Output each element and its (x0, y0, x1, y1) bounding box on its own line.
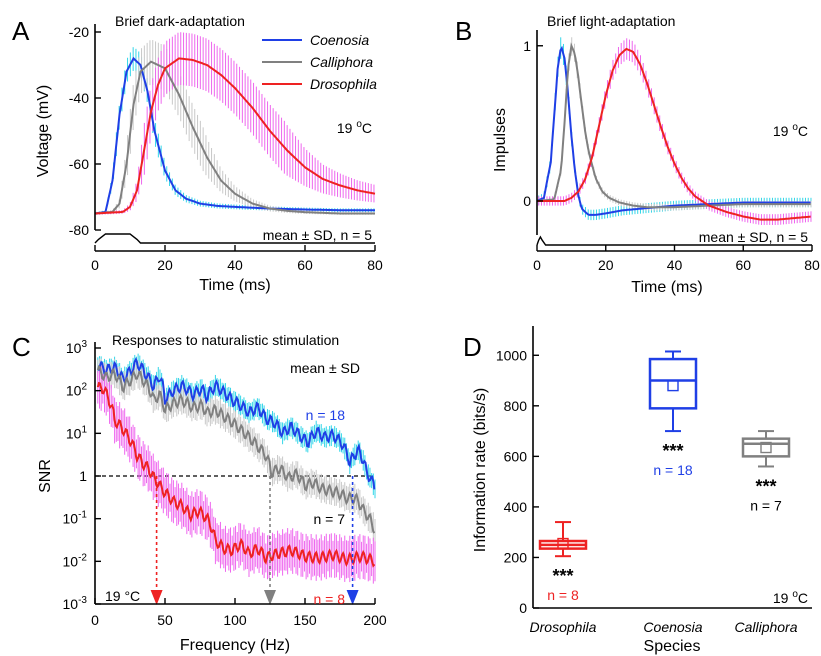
x-tick-label: 0 (91, 612, 99, 628)
x-tick-label: 50 (157, 612, 173, 628)
series-line-drosophila (537, 47, 811, 221)
y-tick-label: 1000 (496, 347, 527, 363)
stimulus-trace (94, 233, 375, 244)
y-tick-label: 102 (66, 382, 88, 399)
mean-marker (557, 537, 569, 550)
box-drosophila (538, 521, 588, 558)
x-axis-label: Frequency (Hz) (180, 637, 290, 654)
temperature-label: 19 oC (773, 589, 808, 606)
stats-note: mean ± SD, n = 5 (263, 227, 372, 243)
significance-stars: *** (755, 476, 776, 496)
y-tick-label: 1 (523, 38, 531, 54)
y-tick-label: 10-2 (63, 552, 88, 569)
sd-band-drosophila (97, 365, 376, 584)
box-body (648, 357, 698, 410)
y-tick-label: 200 (504, 549, 528, 565)
x-tick-label: 60 (735, 257, 751, 273)
panel-letter: B (455, 16, 472, 46)
x-tick-label: 0 (533, 257, 541, 273)
y-tick-label: 103 (66, 339, 88, 356)
x-axis-label: Time (ms) (199, 277, 270, 294)
y-tick-label: -60 (69, 156, 89, 172)
x-tick-label: 60 (297, 257, 313, 273)
x-axis-label: Species (644, 638, 701, 655)
y-tick-label: 600 (504, 448, 528, 464)
box-body (741, 437, 791, 458)
panel-c: C Responses to naturalistic stimulation10… (12, 332, 387, 654)
y-tick-label: -40 (69, 90, 89, 106)
series-line-drosophila (96, 381, 376, 568)
y-axis-label: Impulses (492, 108, 509, 172)
stimulus-trace (536, 235, 812, 246)
y-axis-label: Voltage (mV) (35, 85, 52, 177)
y-tick-label: -20 (69, 24, 89, 40)
stats-note: mean ± SD (290, 360, 360, 376)
category-label-calliphora: Calliphora (734, 619, 797, 635)
x-axis-label: Time (ms) (631, 279, 702, 296)
x-tick-label: 150 (293, 612, 317, 628)
x-tick-label: 80 (367, 257, 383, 273)
series-line-coenosia (97, 357, 376, 490)
x-tick-label: 20 (157, 257, 173, 273)
legend-label-drosophila: Drosophila (310, 76, 377, 92)
stats-note: mean ± SD, n = 5 (699, 229, 808, 245)
y-tick-label: 10-3 (63, 595, 88, 612)
x-tick-label: 100 (223, 612, 247, 628)
panel-letter: A (12, 16, 30, 46)
significance-stars: *** (662, 441, 683, 461)
y-axis-label: Information rate (bits/s) (472, 388, 489, 553)
temperature-label: 19 oC (337, 119, 372, 136)
n-label-calliphora: n = 7 (313, 511, 345, 527)
category-label-coenosia: Coenosia (643, 619, 702, 635)
series-line-coenosia (536, 45, 811, 216)
panel-letter: D (463, 332, 482, 362)
series-line-drosophila (94, 57, 376, 215)
series-line-calliphora (94, 60, 375, 215)
panel-letter: C (12, 332, 31, 362)
box-coenosia (648, 350, 698, 433)
series-line-calliphora (536, 42, 811, 209)
crossing-arrow-coenosia (346, 590, 359, 605)
y-tick-label: 400 (504, 499, 528, 515)
temperature-label: 19 oC (773, 122, 808, 139)
y-tick-label: 1 (79, 468, 87, 484)
x-tick-label: 40 (667, 257, 683, 273)
n-label-coenosia: n = 18 (653, 462, 693, 478)
legend-label-coenosia: Coenosia (310, 32, 369, 48)
box-calliphora (741, 430, 791, 468)
y-tick-label: 101 (66, 424, 88, 441)
significance-stars: *** (552, 566, 573, 586)
legend-label-calliphora: Calliphora (310, 54, 373, 70)
y-tick-label: 10-1 (63, 510, 88, 527)
series-line-calliphora (96, 364, 376, 534)
y-tick-label: 0 (523, 193, 531, 209)
panel-title: Brief dark-adaptation (115, 13, 245, 29)
n-label-drosophila: n = 8 (313, 591, 345, 607)
x-tick-label: 80 (804, 257, 820, 273)
crossing-arrow-calliphora (264, 590, 276, 605)
y-tick-label: 0 (519, 600, 527, 616)
x-tick-label: 40 (227, 257, 243, 273)
x-tick-label: 200 (363, 612, 387, 628)
y-tick-label: 800 (504, 398, 528, 414)
legend: Coenosia Calliphora Drosophila (262, 32, 377, 92)
mean-marker (760, 441, 772, 454)
n-label-drosophila: n = 8 (547, 587, 579, 603)
temperature-label: 19 °C (105, 588, 140, 604)
mean-marker (667, 379, 679, 392)
n-label-calliphora: n = 7 (750, 497, 782, 513)
panel-title: Brief light-adaptation (547, 13, 675, 29)
y-axis-label: SNR (37, 459, 54, 493)
crossing-arrow-drosophila (150, 590, 163, 605)
panel-a: A Brief dark-adaptation -80 -60 -40 -20 0 20 40 6… (12, 13, 383, 294)
x-tick-label: 20 (598, 257, 614, 273)
panel-title: Responses to naturalistic stimulation (112, 332, 339, 348)
category-label-drosophila: Drosophila (530, 619, 597, 635)
x-tick-label: 0 (91, 257, 99, 273)
n-label-coenosia: n = 18 (306, 407, 346, 423)
y-tick-label: -80 (69, 222, 89, 238)
